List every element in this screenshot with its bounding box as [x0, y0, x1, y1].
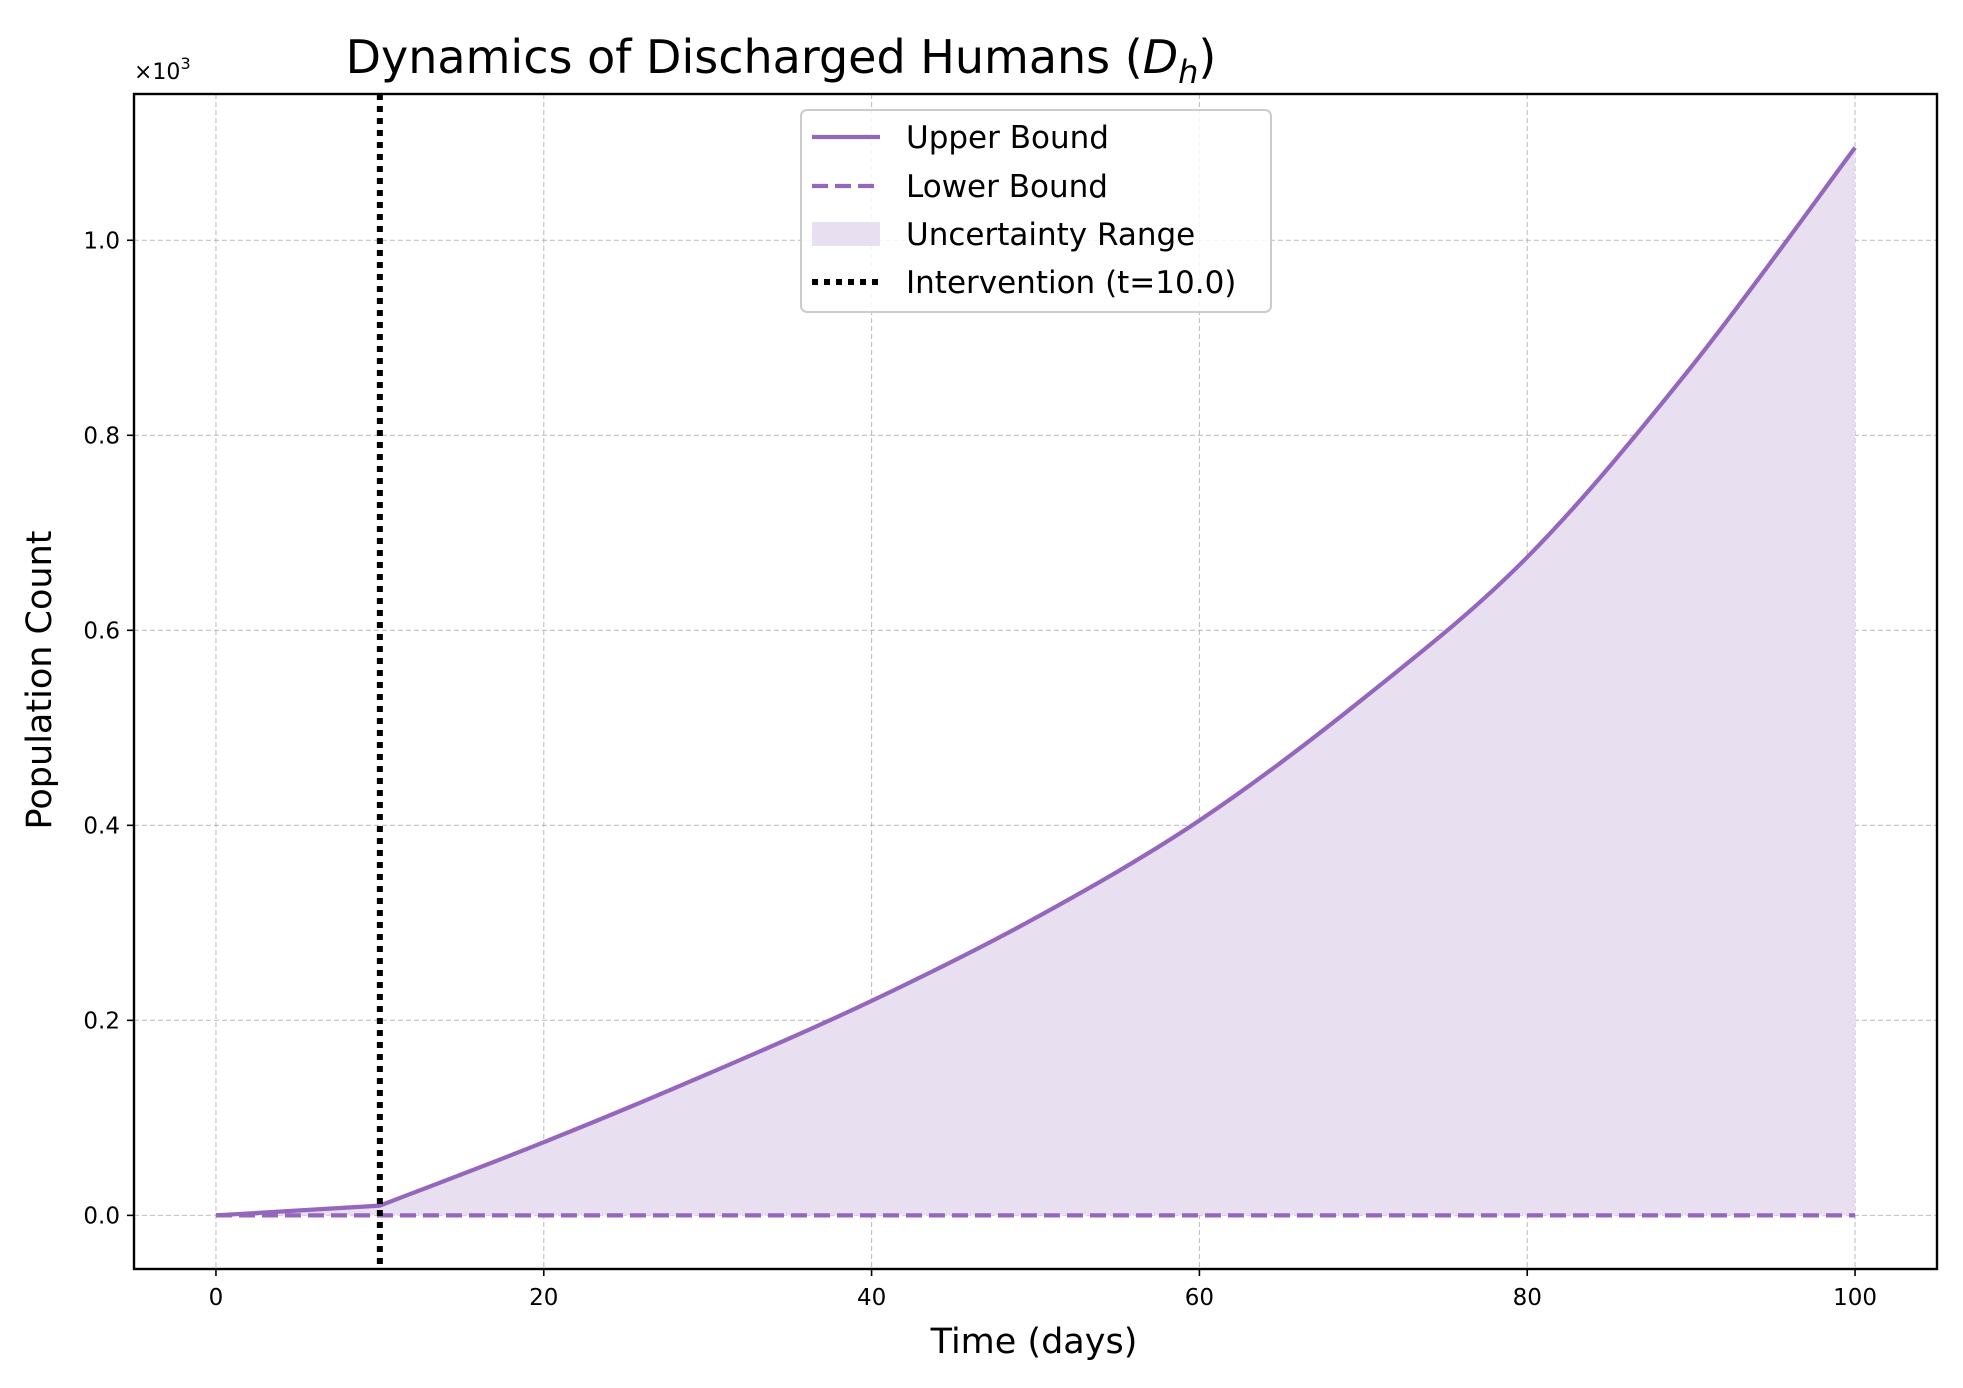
legend-swatch-uncertainty-range	[812, 222, 880, 246]
y-tick-label: 1.0	[83, 228, 120, 254]
y-scale-base: ×10	[134, 60, 180, 85]
y-axis-label: Population Count	[20, 531, 60, 830]
legend-label: Intervention (t=10.0)	[906, 265, 1236, 301]
legend-frame	[800, 109, 1272, 313]
x-tick-label: 100	[1833, 1285, 1877, 1311]
legend-entries: Upper Bound Lower Bound Uncertainty Range I…	[812, 120, 1236, 301]
x-tick-label: 0	[209, 1285, 224, 1311]
legend: Upper Bound Lower Bound Uncertainty Range I…	[800, 109, 1272, 313]
y-scale-multiplier: ×103	[134, 54, 191, 85]
x-tick-label: 60	[1185, 1285, 1214, 1311]
title-math-symbol: D	[1143, 30, 1178, 84]
y-tick-label: 0.8	[83, 423, 120, 449]
legend-label: Lower Bound	[906, 169, 1108, 205]
uncertainty-range-area	[215, 147, 1856, 1216]
x-tick-label: 40	[857, 1285, 886, 1311]
upper-bound-line	[215, 146, 1857, 1218]
x-tick-label: 80	[1513, 1285, 1542, 1311]
x-axis-ticks: 0 20 40 60 80 100	[209, 1269, 1877, 1311]
y-tick-label: 0.6	[83, 618, 120, 644]
plot-frame	[132, 92, 1939, 1271]
x-tick-label: 20	[529, 1285, 558, 1311]
title-suffix: )	[1198, 30, 1216, 84]
y-axis-ticks: 0.0 0.2 0.4 0.6 0.8 1.0	[83, 228, 134, 1229]
title-main: Dynamics of Discharged Humans (	[346, 30, 1143, 84]
legend-label: Upper Bound	[906, 120, 1109, 156]
y-tick-label: 0.2	[83, 1008, 120, 1034]
y-scale-exponent: 3	[180, 54, 190, 73]
y-tick-label: 0.4	[83, 813, 120, 839]
chart-title: Dynamics of Discharged Humans (Dh)	[346, 30, 1217, 91]
title-math-subscript: h	[1178, 53, 1198, 91]
legend-label: Uncertainty Range	[906, 217, 1195, 253]
x-axis-label: Time (days)	[930, 1322, 1138, 1362]
y-tick-label: 0.0	[83, 1203, 120, 1229]
